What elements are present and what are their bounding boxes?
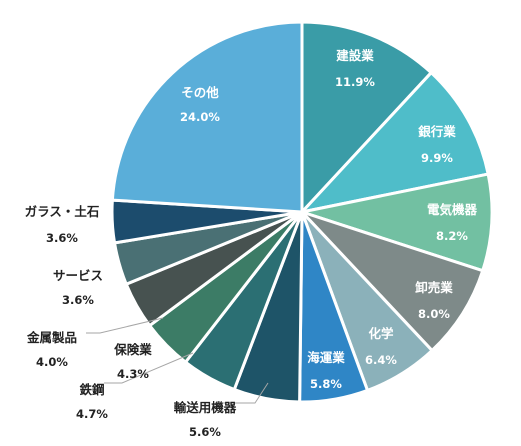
slice-label-5: 化学 [368, 326, 394, 341]
pie-slice-3 [300, 172, 494, 273]
slice-label-3: 電気機器 [427, 202, 478, 217]
slice-value-2: 9.9% [421, 151, 453, 165]
slice-label-8: 鉄鋼 [79, 382, 104, 397]
pie-slice-13 [110, 20, 304, 214]
slice-value-13: 24.0% [180, 110, 220, 124]
slice-label-4: 卸売業 [415, 280, 453, 295]
slices-layer [110, 20, 494, 404]
leader-lines-layer [86, 317, 269, 404]
slice-label-12: ガラス・土石 [25, 204, 100, 219]
leader-line-7 [215, 382, 269, 404]
slice-value-7: 5.6% [189, 425, 221, 439]
leader-line-10 [86, 317, 164, 334]
labels-layer: 建設業 11.9% 銀行業 9.9% 電気機器 8.2% 卸売業 8.0% 化学 6.4% 海運業 5… [25, 48, 478, 439]
slice-value-6: 5.8% [310, 377, 342, 391]
slice-value-10: 4.0% [36, 355, 68, 369]
leader-line-8 [104, 352, 194, 384]
slice-label-1: 建設業 [336, 48, 374, 63]
slice-value-9: 4.3% [117, 367, 149, 381]
slice-label-6: 海運業 [307, 350, 345, 365]
slice-value-11: 3.6% [62, 293, 94, 307]
slice-label-11: サービス [53, 268, 103, 283]
slice-label-7: 輸送用機器 [174, 400, 237, 415]
slice-label-13: その他 [181, 85, 219, 100]
slice-value-8: 4.7% [76, 407, 108, 421]
slice-label-10: 金属製品 [26, 330, 77, 345]
pie-slice-2 [300, 71, 490, 214]
slice-value-12: 3.6% [46, 231, 78, 245]
slice-value-3: 8.2% [436, 229, 468, 243]
slice-value-1: 11.9% [335, 75, 375, 89]
slice-value-4: 8.0% [418, 307, 450, 321]
slice-value-5: 6.4% [365, 353, 397, 367]
slice-label-9: 保険業 [113, 342, 152, 357]
pie-slice-1 [300, 20, 433, 214]
slice-label-2: 銀行業 [417, 124, 456, 139]
pie-slice-4 [300, 210, 485, 352]
